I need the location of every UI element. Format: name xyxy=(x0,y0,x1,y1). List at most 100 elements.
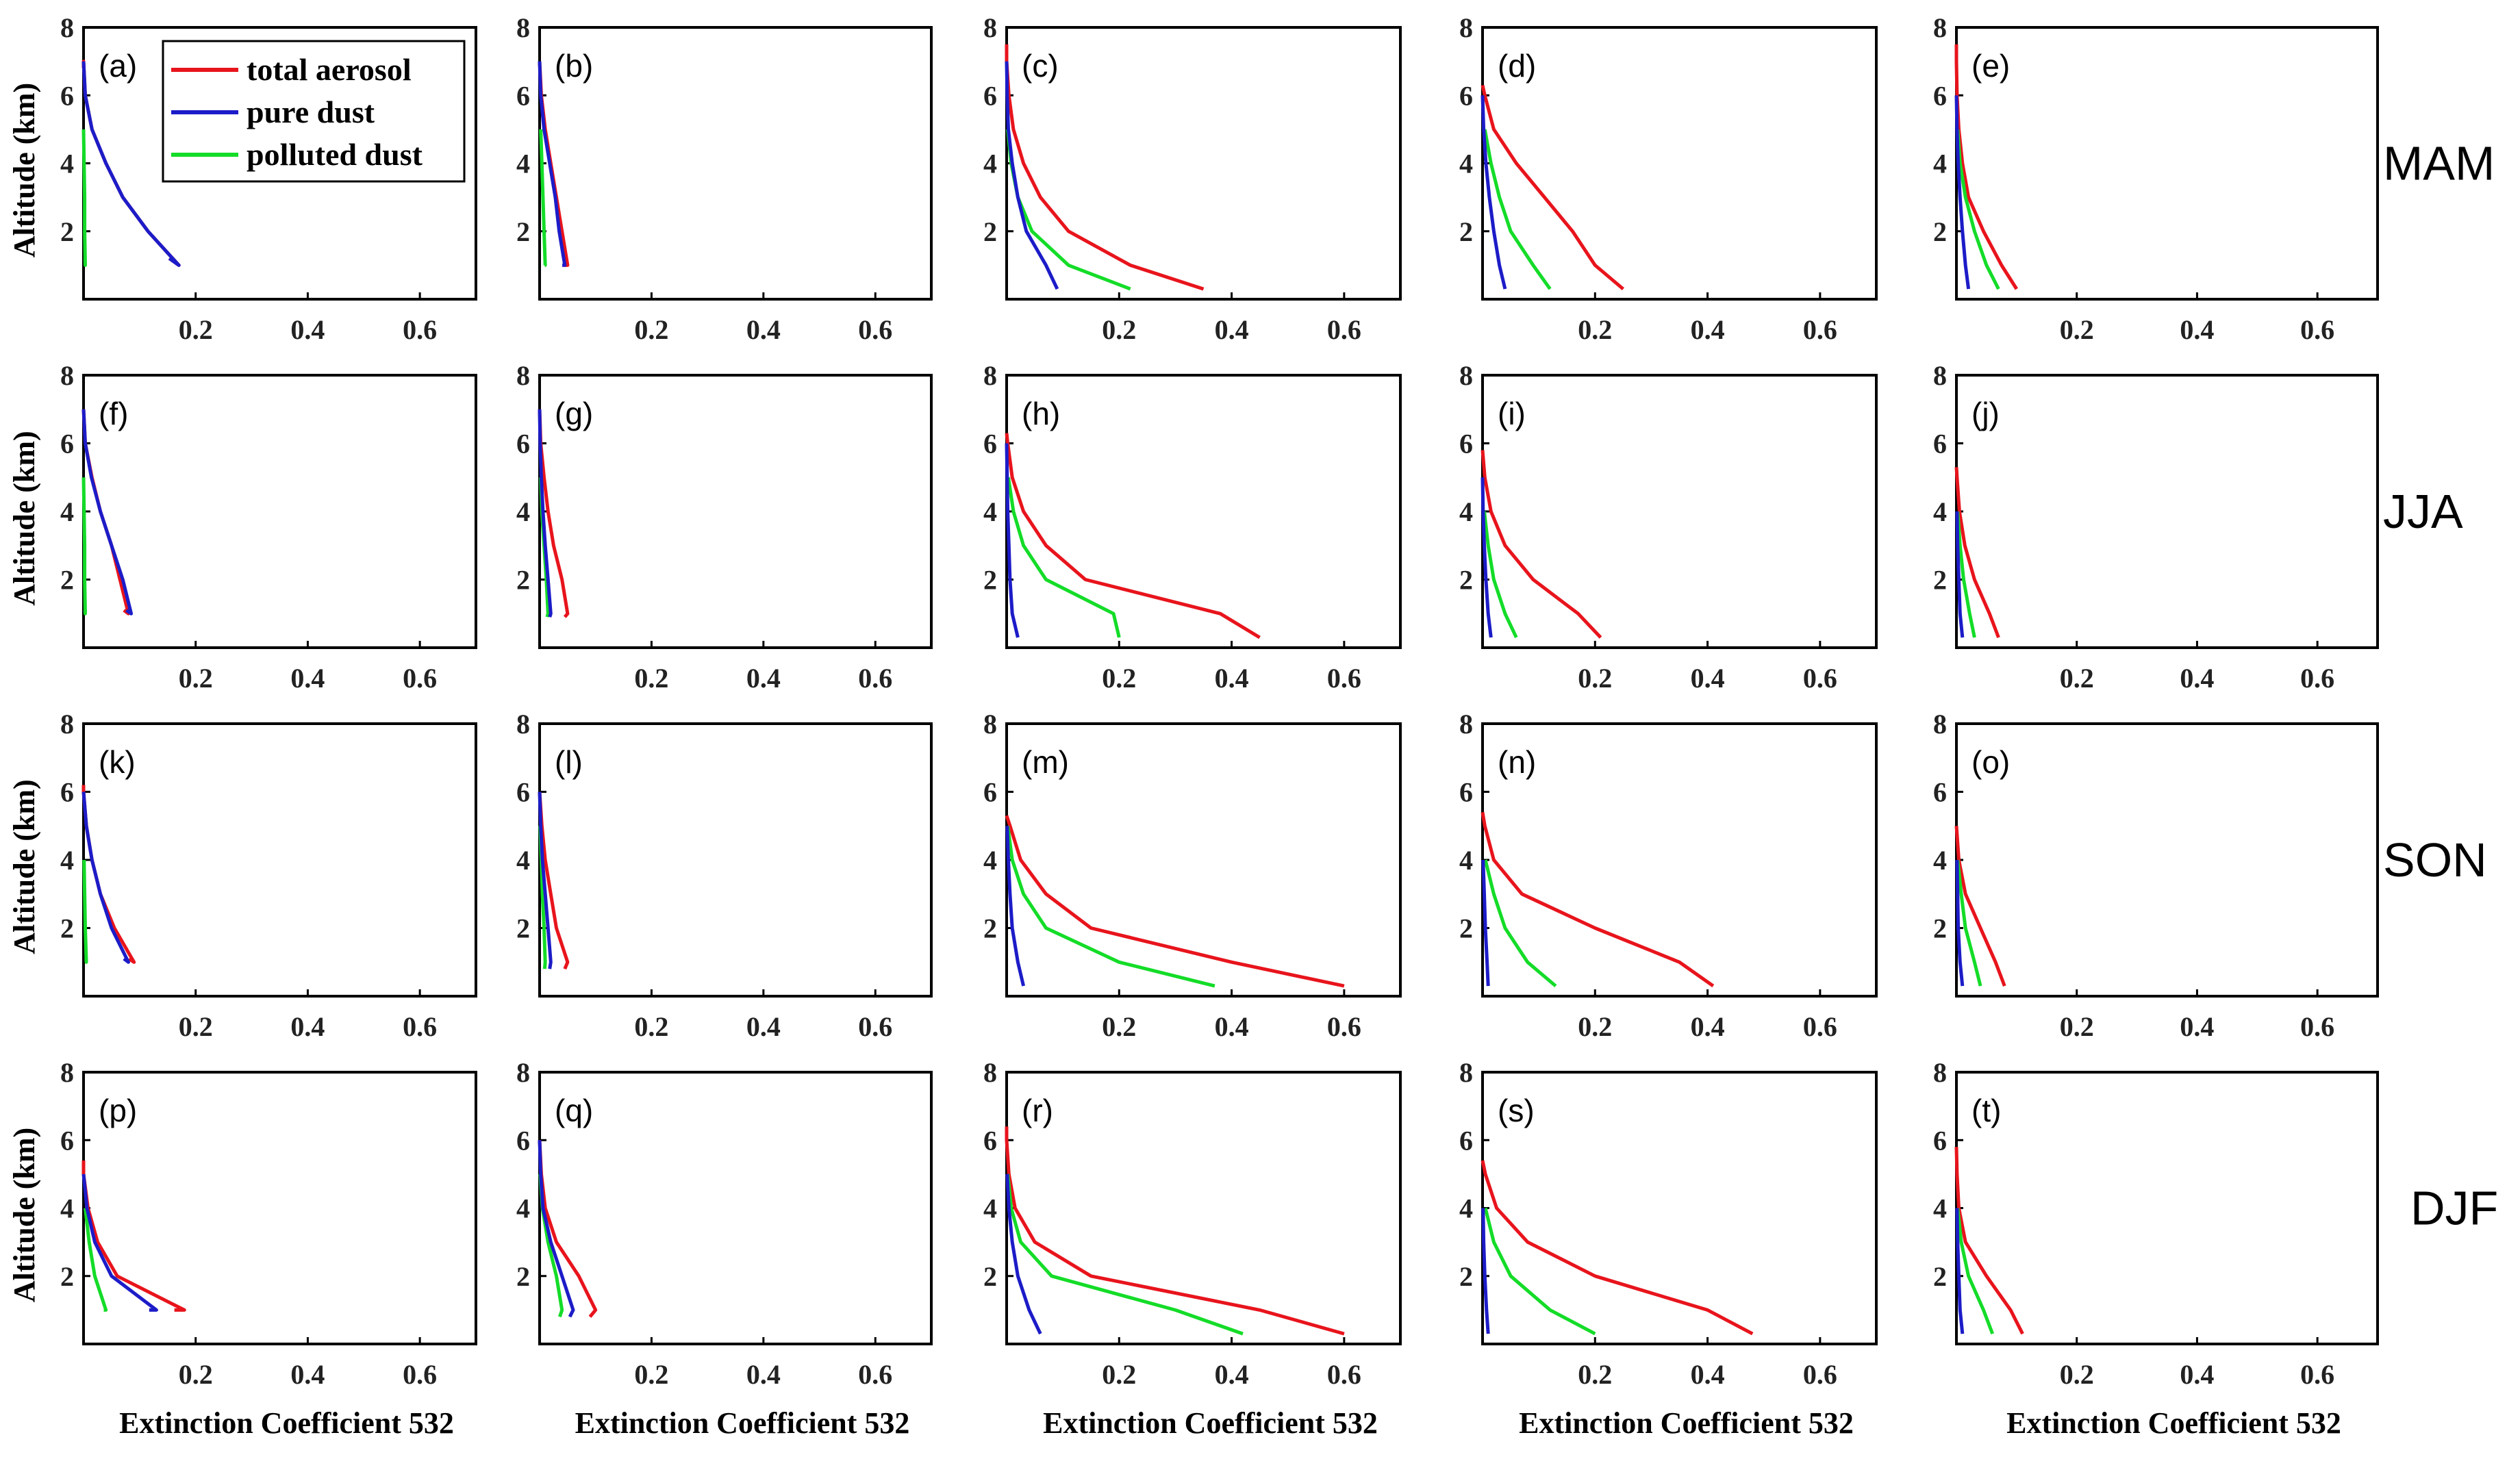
x-tick-label: 0.4 xyxy=(290,1359,325,1390)
x-tick-label: 0.6 xyxy=(403,314,437,345)
x-tick-label: 0.6 xyxy=(1803,1011,1837,1042)
y-tick-label: 8 xyxy=(1459,709,1473,739)
y-tick-label: 2 xyxy=(1459,565,1473,596)
y-tick-label: 8 xyxy=(60,709,74,739)
x-tick-label: 0.4 xyxy=(1691,314,1725,345)
panel-label: (d) xyxy=(1498,48,1536,84)
panel-frame xyxy=(1481,26,1878,301)
y-tick-label: 4 xyxy=(60,149,74,179)
series-line-pure-dust xyxy=(538,61,567,267)
y-tick-label: 6 xyxy=(983,429,997,459)
series-line-total xyxy=(1954,826,2006,987)
legend-label: pure dust xyxy=(247,94,375,129)
x-axis-label: Extinction Coefficient 532 xyxy=(1043,1406,1378,1440)
x-tick-label: 0.2 xyxy=(1578,663,1612,694)
panel-label: (s) xyxy=(1498,1093,1535,1128)
panel-label: (b) xyxy=(555,48,593,84)
series-line-pure-dust xyxy=(1955,859,1965,987)
y-tick-label: 4 xyxy=(516,1193,530,1224)
x-tick-label: 0.4 xyxy=(2180,1359,2214,1390)
x-tick-label: 0.4 xyxy=(1215,663,1249,694)
x-tick-label: 0.4 xyxy=(746,314,781,345)
panel-label: (j) xyxy=(1971,396,2000,431)
series-line-polluted-dust xyxy=(1483,859,1557,988)
x-tick-label: 0.6 xyxy=(403,1359,437,1390)
series-line-polluted-dust xyxy=(81,477,87,616)
y-tick-label: 2 xyxy=(516,1261,530,1292)
series-line-pure-dust xyxy=(538,1140,575,1318)
series-line-polluted-dust xyxy=(1956,1208,1995,1334)
panel-label: (g) xyxy=(555,396,593,431)
x-tick-label: 0.6 xyxy=(2300,663,2334,694)
series-line-pure-dust xyxy=(1481,1208,1490,1334)
y-tick-label: 8 xyxy=(1933,1057,1947,1088)
panel-label: (o) xyxy=(1971,744,2010,780)
x-tick-label: 0.2 xyxy=(634,663,668,694)
panel-frame xyxy=(538,1071,933,1345)
y-tick-label: 8 xyxy=(516,360,530,391)
x-tick-label: 0.2 xyxy=(634,1011,668,1042)
panel-frame xyxy=(1955,26,2379,301)
y-tick-label: 6 xyxy=(516,429,530,459)
panel-frame xyxy=(538,722,933,998)
panel-g: 0.2 0.4 0.6 2 4 6 8 (g) xyxy=(516,360,933,694)
x-tick-label: 0.6 xyxy=(858,1011,892,1042)
y-axis-label: Altitude (km) xyxy=(8,83,41,257)
series-line-total xyxy=(1005,815,1345,988)
x-tick-label: 0.6 xyxy=(1327,1011,1361,1042)
x-tick-label: 0.6 xyxy=(858,314,892,345)
x-tick-label: 0.6 xyxy=(2300,1359,2334,1390)
y-tick-label: 8 xyxy=(516,1057,530,1088)
legend: total aerosol pure dust polluted dust xyxy=(162,40,466,183)
y-tick-label: 6 xyxy=(1459,777,1473,808)
y-tick-label: 8 xyxy=(60,12,74,43)
x-tick-label: 0.6 xyxy=(1803,1359,1837,1390)
panel-label: (l) xyxy=(555,744,583,780)
x-tick-label: 0.2 xyxy=(1102,663,1136,694)
x-tick-label: 0.2 xyxy=(1578,1011,1612,1042)
y-tick-label: 6 xyxy=(1933,429,1947,459)
series-line-polluted-dust xyxy=(84,1208,108,1312)
series-line-pure-dust xyxy=(1005,1173,1042,1335)
y-tick-label: 4 xyxy=(516,149,530,179)
series-line-total xyxy=(1005,433,1261,639)
panel-frame xyxy=(1955,374,2379,649)
series-line-pure-dust xyxy=(538,409,553,618)
y-tick-label: 8 xyxy=(1933,360,1947,391)
series-line-total xyxy=(1480,84,1625,291)
x-tick-label: 0.2 xyxy=(2060,1359,2094,1390)
y-tick-label: 6 xyxy=(516,1125,530,1156)
y-tick-label: 8 xyxy=(516,12,530,43)
y-tick-label: 4 xyxy=(983,496,997,527)
y-tick-label: 2 xyxy=(60,913,74,944)
y-tick-label: 6 xyxy=(516,777,530,808)
series-line-total xyxy=(1005,1126,1345,1336)
panel-frame xyxy=(82,374,477,649)
panel-l: 0.2 0.4 0.6 2 4 6 8 (l) xyxy=(516,709,933,1042)
x-tick-label: 0.2 xyxy=(634,314,668,345)
y-tick-label: 4 xyxy=(1933,496,1947,527)
series-line-polluted-dust xyxy=(1956,859,1982,987)
panel-frame xyxy=(538,26,933,301)
series-line-pure-dust xyxy=(1955,511,1965,638)
y-tick-label: 8 xyxy=(60,360,74,391)
y-tick-label: 2 xyxy=(983,1261,997,1292)
panel-label: (m) xyxy=(1022,744,1069,780)
x-tick-label: 0.4 xyxy=(746,1359,781,1390)
y-tick-label: 2 xyxy=(1459,216,1473,247)
x-tick-label: 0.6 xyxy=(1327,314,1361,345)
series-line-pure-dust xyxy=(81,791,130,964)
panel-label: (p) xyxy=(99,1093,137,1128)
panel-label: (r) xyxy=(1022,1093,1053,1128)
series-line-pure-dust xyxy=(1481,859,1490,987)
panel-frame xyxy=(1005,1071,1402,1345)
y-tick-label: 8 xyxy=(983,360,997,391)
series-line-polluted-dust xyxy=(1483,129,1552,290)
x-tick-label: 0.2 xyxy=(179,314,213,345)
x-tick-label: 0.2 xyxy=(1102,1011,1136,1042)
x-tick-label: 0.4 xyxy=(1215,1359,1249,1390)
y-tick-label: 8 xyxy=(60,1057,74,1088)
panel-h: 0.2 0.4 0.6 2 4 6 8 (h) xyxy=(983,360,1402,694)
x-tick-label: 0.2 xyxy=(1102,314,1136,345)
